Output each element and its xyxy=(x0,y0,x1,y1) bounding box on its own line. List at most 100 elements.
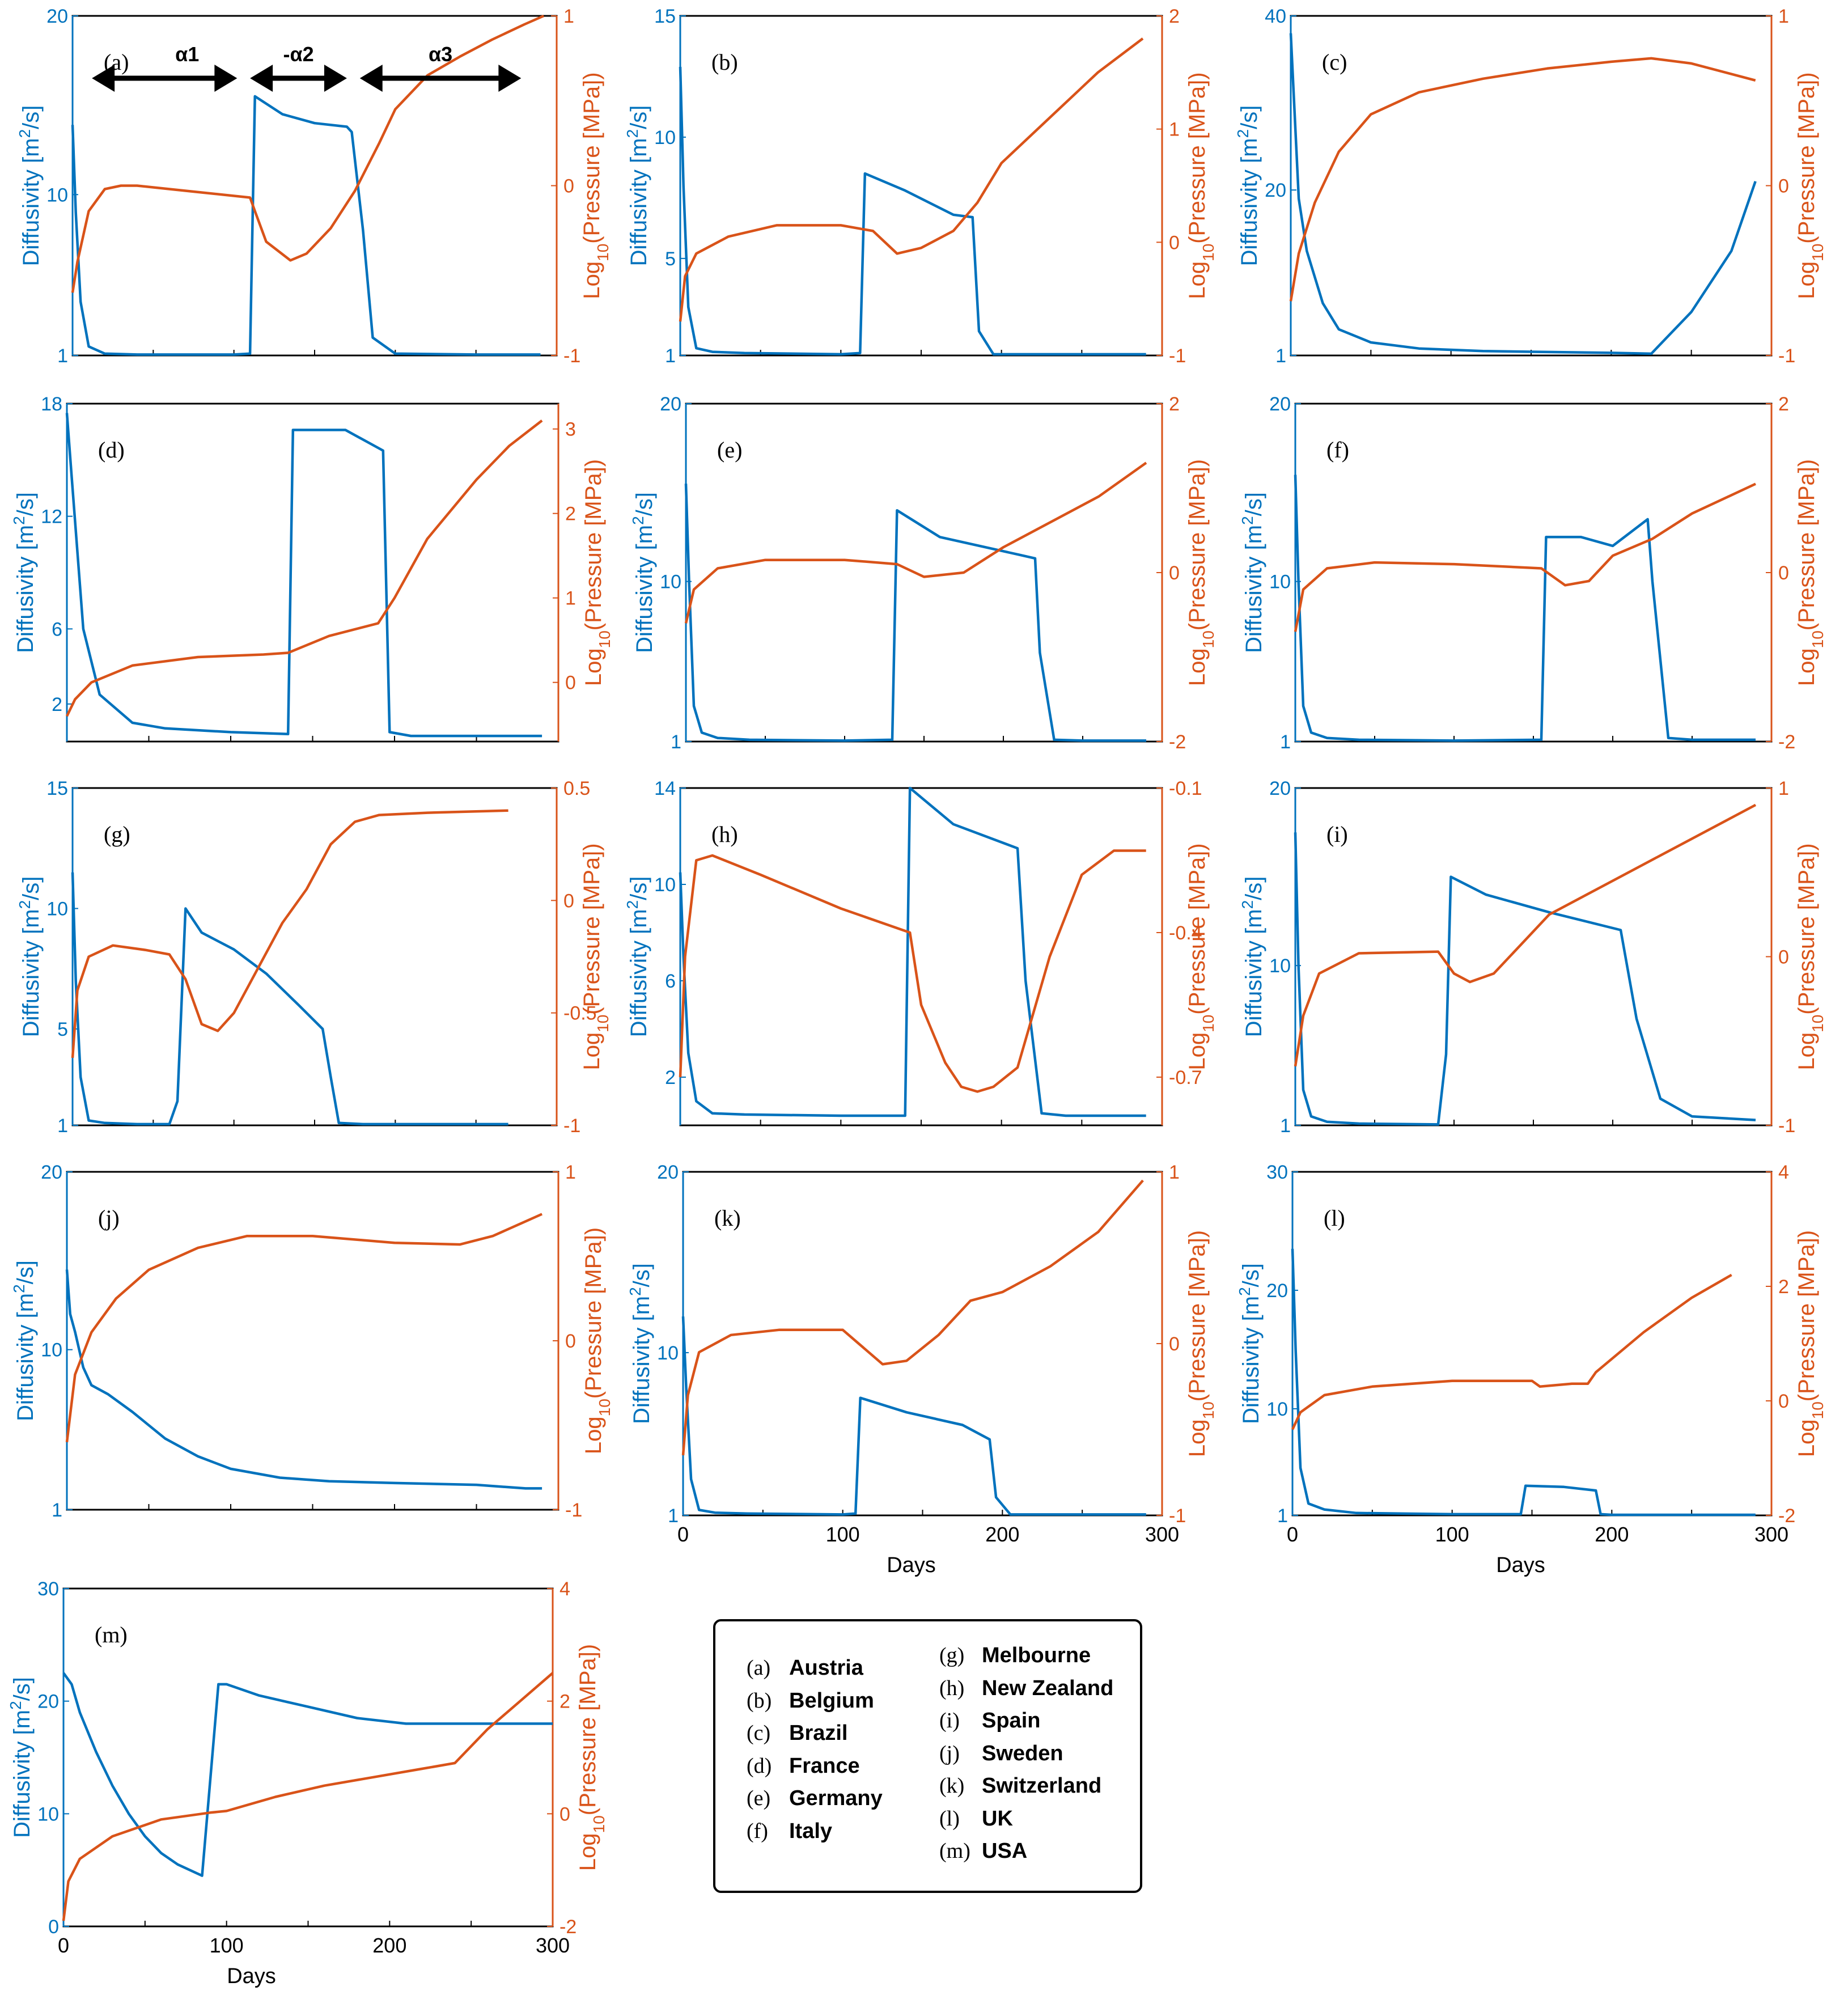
legend-key: (j) xyxy=(939,1741,960,1765)
left-tick-label: 20 xyxy=(657,1162,679,1183)
left-tick-label: 6 xyxy=(665,971,676,992)
x-tick-label: 200 xyxy=(985,1523,1019,1546)
panel-c: 1 20 40 -1 0 1 Diffusivity [m2/s] Log10(Pressur… xyxy=(1234,6,1826,367)
plot-frame xyxy=(1294,403,1773,743)
phase-arrow-head-left xyxy=(359,65,383,92)
x-tick-label: 200 xyxy=(1595,1523,1629,1546)
right-tick-label: -2 xyxy=(560,1916,577,1938)
left-tick-label: 10 xyxy=(654,874,676,896)
x-tick-label: 300 xyxy=(1145,1523,1179,1546)
left-axis-label: Diffusivity [m2/s] xyxy=(1239,492,1267,653)
panel-e: 1 10 20 -2 0 2 Diffusivity [m2/s] Log10(Pressur… xyxy=(629,393,1217,753)
left-tick-label: 15 xyxy=(654,6,676,27)
left-axis-label: Diffusivity [m2/s] xyxy=(10,1260,39,1421)
x-tick-label: 300 xyxy=(1754,1523,1788,1546)
plot-frame xyxy=(685,403,1163,743)
legend-entry-switzerland: (k) Switzerland xyxy=(939,1773,1113,1806)
panel-label: (g) xyxy=(104,821,130,847)
right-axis-label: Log10(Pressure [MPa]) xyxy=(579,843,612,1070)
pressure-line xyxy=(65,1213,543,1443)
right-axis-label: Log10(Pressure [MPa]) xyxy=(581,1227,613,1454)
right-tick-label: 1 xyxy=(565,588,576,609)
diffusivity-line xyxy=(681,1316,1146,1516)
x-tick-label: 300 xyxy=(536,1934,570,1957)
pressure-line xyxy=(65,420,543,717)
right-tick-label: 1 xyxy=(563,6,574,27)
x-tick-label: 0 xyxy=(677,1523,689,1546)
legend-key: (c) xyxy=(747,1721,771,1745)
legend-key: (k) xyxy=(939,1774,965,1798)
left-axis-label: Diffusivity [m2/s] xyxy=(626,1263,655,1424)
left-tick-label: 1 xyxy=(668,1505,679,1527)
left-axis-label: Diffusivity [m2/s] xyxy=(629,492,658,653)
left-tick-label: 20 xyxy=(1265,180,1286,201)
right-tick-label: 0 xyxy=(563,176,574,197)
left-tick-label: 40 xyxy=(1265,6,1286,27)
phase-label: α3 xyxy=(429,43,452,66)
left-axis-label: Diffusivity [m2/s] xyxy=(1234,105,1262,266)
right-axis-label: Log10(Pressure [MPa]) xyxy=(1794,459,1826,686)
panel-h: 2 6 10 14 -0.7 -0.4 -0.1 Diffusivity [m2/s] Log1… xyxy=(624,778,1217,1126)
right-tick-label: 0 xyxy=(1778,176,1789,197)
legend-key: (b) xyxy=(747,1688,772,1713)
panel-a: 1 10 20 -1 0 1 Diffusivity [m2/s] Log10(Pressur… xyxy=(16,6,612,367)
diffusivity-line xyxy=(1291,1248,1756,1517)
left-axis-label: Diffusivity [m2/s] xyxy=(10,492,39,653)
phase-arrow-head-right xyxy=(324,65,347,92)
legend-name: Sweden xyxy=(982,1741,1063,1765)
legend-key: (l) xyxy=(939,1806,960,1831)
right-tick-label: 1 xyxy=(1169,1162,1180,1183)
legend-entry-italy: (f) Italy xyxy=(747,1819,883,1852)
left-tick-label: 10 xyxy=(37,1803,59,1825)
right-tick-label: 4 xyxy=(1778,1162,1789,1183)
right-axis-label: Log10(Pressure [MPa]) xyxy=(575,1644,608,1871)
right-axis-label: Log10(Pressure [MPa]) xyxy=(1185,459,1217,686)
legend-entry-usa: (m) USA xyxy=(939,1839,1113,1871)
left-axis-label: Diffusivity [m2/s] xyxy=(16,105,44,266)
panel-label: (f) xyxy=(1326,437,1349,463)
left-tick-label: 5 xyxy=(665,248,676,270)
pressure-line xyxy=(681,1179,1144,1456)
right-tick-label: -2 xyxy=(1778,1505,1795,1527)
x-axis-label: Days xyxy=(1496,1553,1545,1577)
right-tick-label: -1 xyxy=(1778,345,1795,367)
right-tick-label: 2 xyxy=(1778,393,1789,415)
pressure-line xyxy=(71,809,508,1058)
diffusivity-line xyxy=(679,66,1146,356)
panel-label: (c) xyxy=(1322,49,1347,75)
left-tick-label: 1 xyxy=(57,1115,68,1137)
left-tick-label: 30 xyxy=(1266,1162,1288,1183)
left-tick-label: 6 xyxy=(52,619,62,640)
diffusivity-line xyxy=(1289,33,1757,355)
left-axis-label: Diffusivity [m2/s] xyxy=(1239,876,1267,1037)
left-tick-label: 10 xyxy=(41,1340,62,1361)
left-tick-label: 10 xyxy=(654,127,676,149)
left-tick-label: 20 xyxy=(1266,1280,1288,1302)
left-axis-label: Diffusivity [m2/s] xyxy=(1236,1263,1264,1424)
right-tick-label: 0 xyxy=(1169,232,1180,253)
left-tick-label: 10 xyxy=(46,184,68,206)
pressure-line xyxy=(1294,482,1756,632)
panel-label: (b) xyxy=(711,49,738,75)
legend-name: USA xyxy=(982,1839,1028,1863)
left-tick-label: 1 xyxy=(1280,731,1291,753)
legend-entry-sweden: (j) Sweden xyxy=(939,1741,1113,1774)
panel-label: (l) xyxy=(1324,1205,1345,1231)
left-tick-label: 20 xyxy=(41,1162,62,1183)
pressure-line xyxy=(71,14,545,293)
left-axis-label: Diffusivity [m2/s] xyxy=(624,105,652,266)
pressure-line xyxy=(684,461,1147,624)
right-tick-label: 2 xyxy=(1169,6,1180,27)
pressure-line xyxy=(1294,803,1757,1067)
right-tick-label: -1 xyxy=(1169,345,1186,367)
pressure-line xyxy=(679,37,1144,322)
panel-label: (i) xyxy=(1326,821,1348,847)
left-tick-label: 5 xyxy=(57,1019,68,1040)
left-tick-label: 15 xyxy=(46,778,68,799)
plot-frame xyxy=(682,1171,1163,1517)
diffusivity-line xyxy=(1294,832,1756,1126)
panel-label: (d) xyxy=(98,437,125,463)
pressure-line xyxy=(679,849,1146,1093)
